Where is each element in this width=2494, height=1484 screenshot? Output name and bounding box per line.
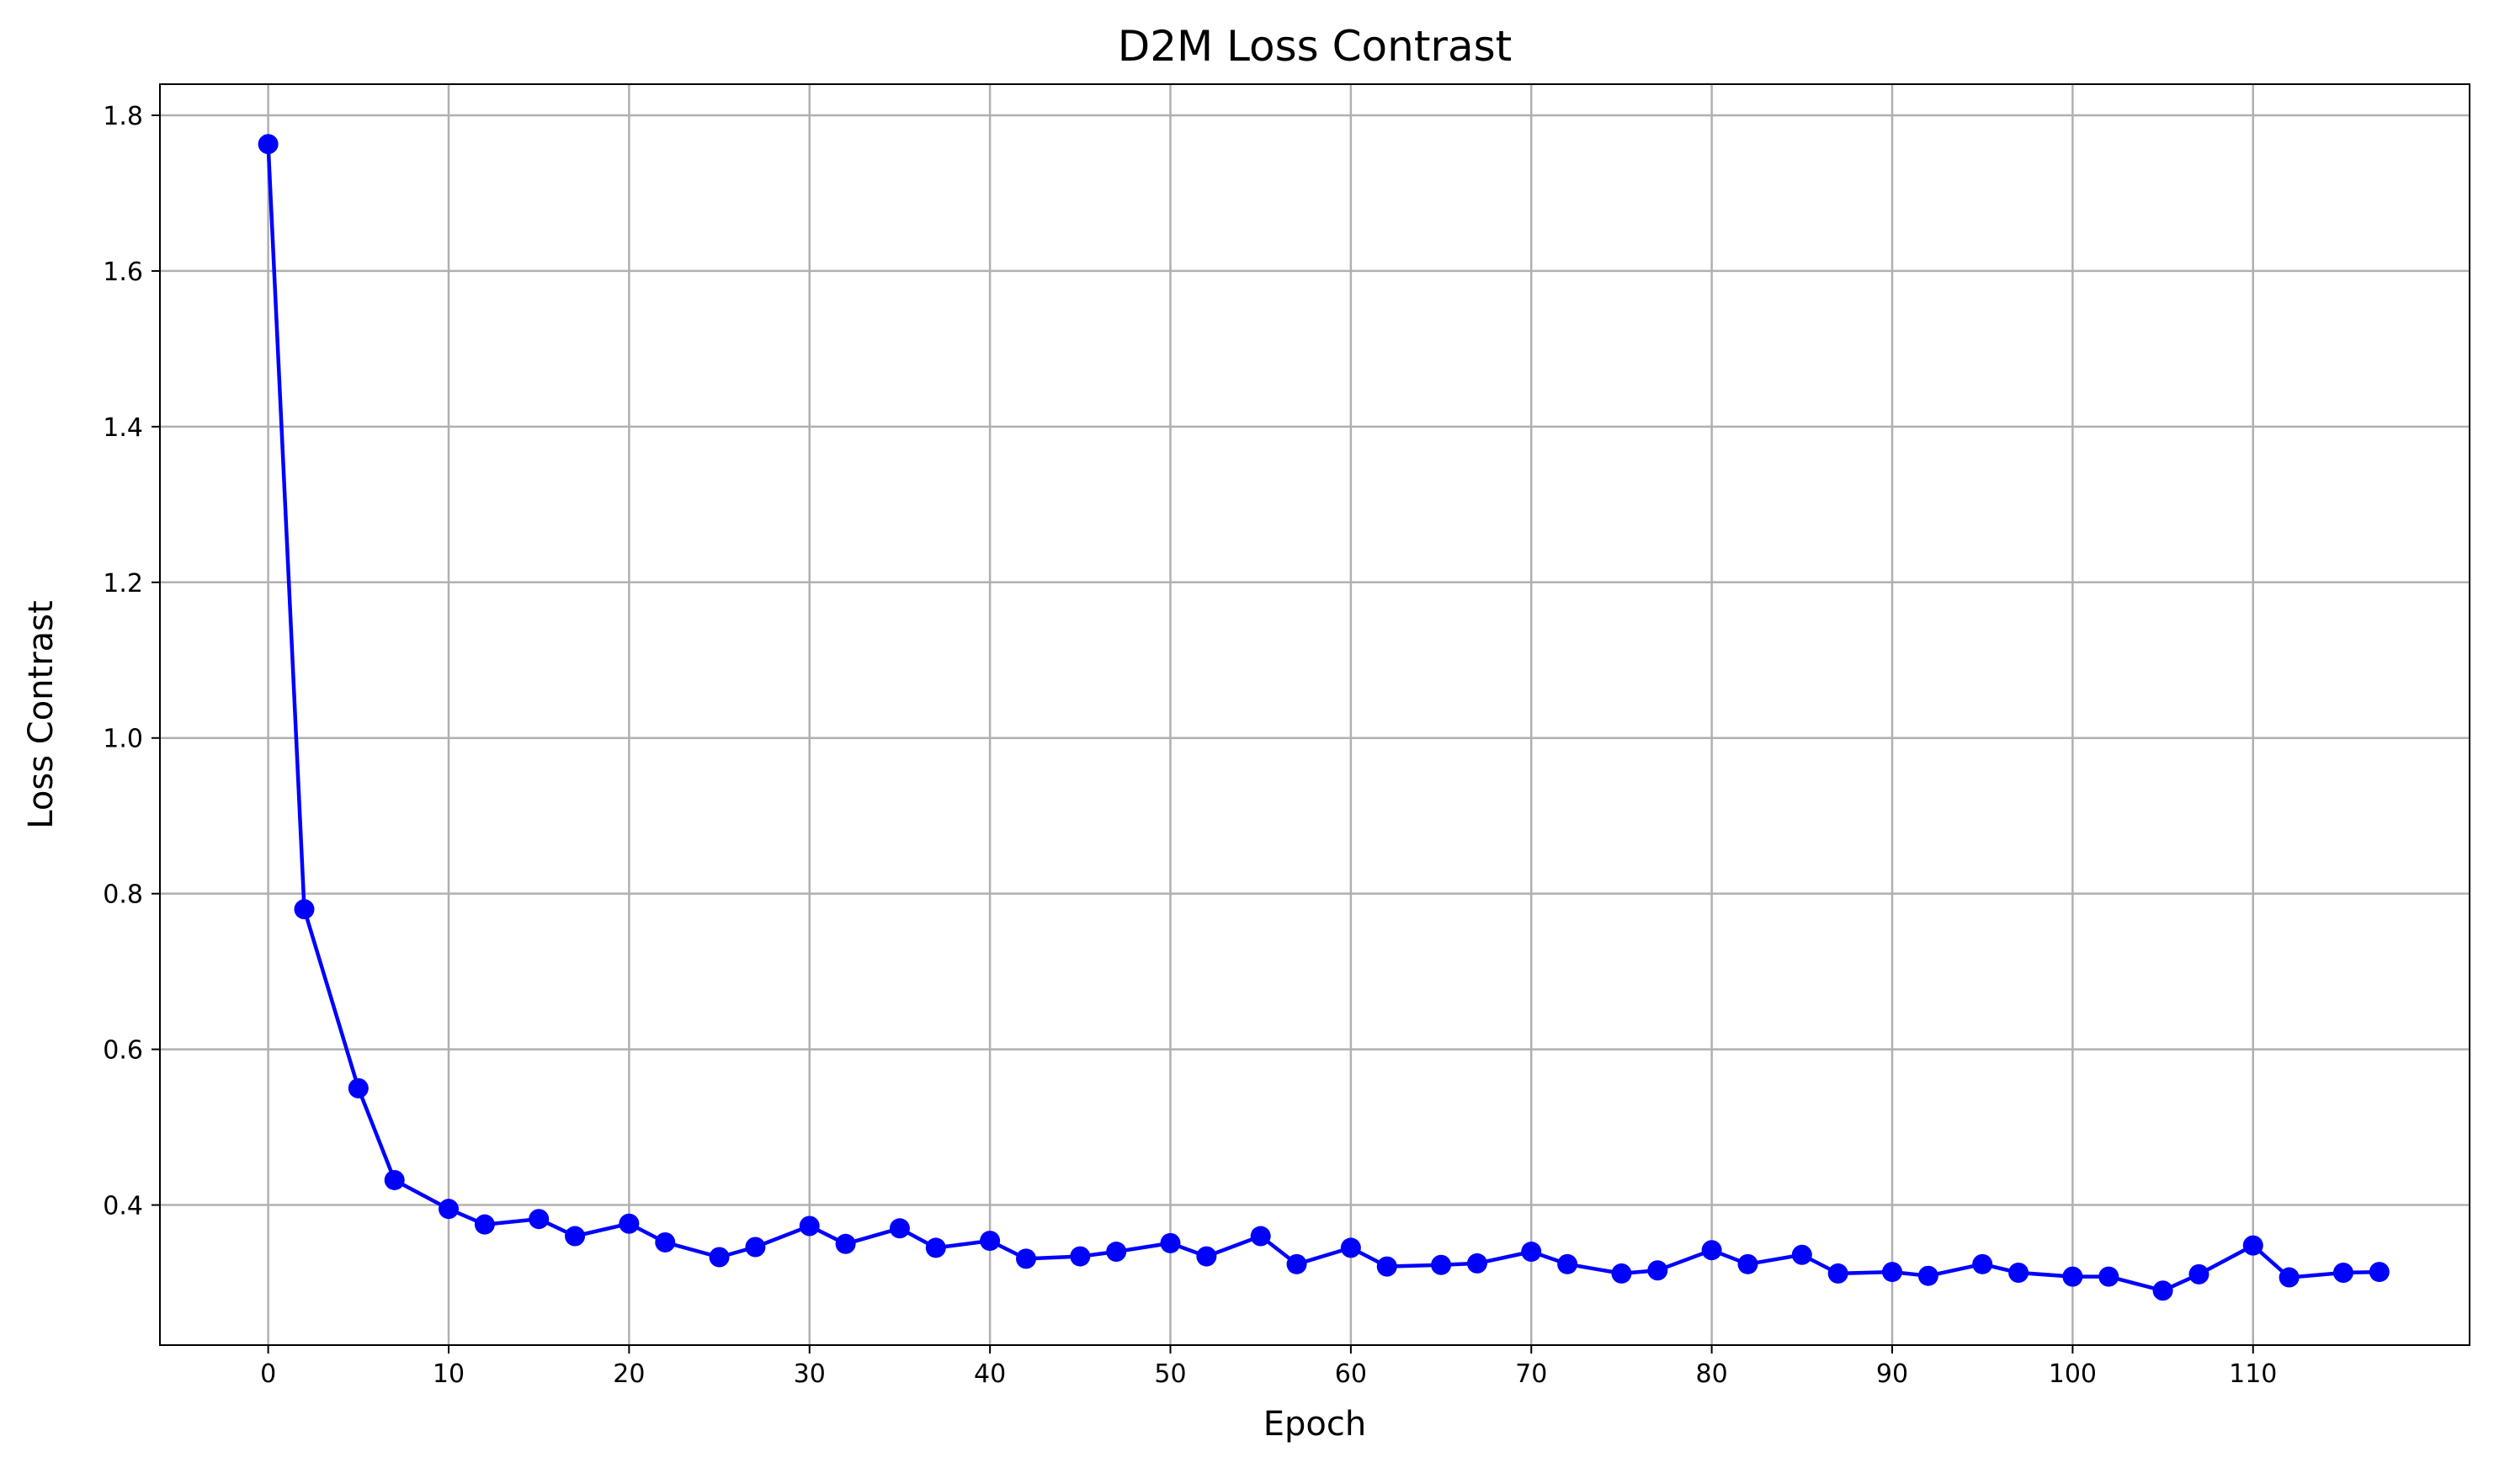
- data-point: [565, 1226, 586, 1247]
- y-tick-label: 0.8: [103, 880, 143, 910]
- data-point: [980, 1231, 1001, 1252]
- data-point: [1376, 1256, 1397, 1277]
- ticks: 0 10 20 30 40 50 60 70 80 90 100 110 0.4 0.6 0.8 1.0 1.2…: [103, 102, 2277, 1389]
- y-axis-label: Loss Contrast: [22, 600, 61, 828]
- x-tick-label: 90: [1876, 1359, 1908, 1389]
- data-point: [1827, 1263, 1848, 1284]
- data-point: [1521, 1242, 1542, 1263]
- data-point: [2369, 1262, 2390, 1283]
- x-tick-label: 0: [260, 1359, 276, 1389]
- data-point: [474, 1214, 495, 1235]
- data-point: [529, 1209, 550, 1230]
- y-tick-label: 1.4: [103, 413, 143, 443]
- data-point: [348, 1077, 369, 1098]
- data-point: [1647, 1260, 1668, 1281]
- data-point: [1611, 1263, 1632, 1284]
- x-tick-label: 50: [1154, 1359, 1186, 1389]
- y-tick-label: 1.0: [103, 725, 143, 754]
- data-point: [2062, 1266, 2083, 1287]
- data-point: [835, 1233, 856, 1254]
- data-point: [439, 1199, 459, 1220]
- data-point: [1701, 1240, 1722, 1261]
- x-tick-label: 100: [2049, 1359, 2097, 1389]
- data-point: [799, 1215, 820, 1237]
- data-point: [2332, 1263, 2353, 1284]
- data-point: [1466, 1253, 1487, 1274]
- data-point: [889, 1218, 910, 1239]
- plot-frame: [159, 83, 2470, 1346]
- data-point: [1917, 1265, 1938, 1286]
- data-point: [1972, 1253, 1993, 1274]
- x-axis-label: Epoch: [1263, 1405, 1366, 1444]
- data-point: [1737, 1253, 1758, 1274]
- data-point: [2279, 1267, 2300, 1288]
- x-tick-label: 70: [1515, 1359, 1547, 1389]
- data-point: [1106, 1242, 1127, 1263]
- data-point: [2242, 1235, 2263, 1256]
- data-point: [1791, 1244, 1812, 1265]
- data-point: [1340, 1237, 1361, 1258]
- data-point: [258, 134, 279, 155]
- data-point: [1882, 1262, 1902, 1283]
- data-point: [1016, 1248, 1036, 1269]
- x-tick-label: 30: [794, 1359, 826, 1389]
- data-point: [1250, 1226, 1271, 1247]
- grid: [160, 84, 2470, 1345]
- data-point: [655, 1231, 676, 1253]
- data-point: [1196, 1246, 1217, 1267]
- series: [258, 134, 2390, 1301]
- data-point: [619, 1213, 640, 1234]
- data-point: [384, 1169, 405, 1190]
- y-tick-label: 0.6: [103, 1036, 143, 1066]
- x-tick-label: 110: [2229, 1359, 2277, 1389]
- data-point: [2152, 1280, 2173, 1301]
- data-point: [294, 899, 315, 920]
- y-tick-label: 0.4: [103, 1192, 143, 1221]
- data-point: [1160, 1232, 1181, 1253]
- x-tick-label: 20: [613, 1359, 645, 1389]
- data-point: [1286, 1253, 1307, 1274]
- x-tick-label: 10: [433, 1359, 465, 1389]
- y-tick-label: 1.8: [103, 102, 143, 131]
- x-tick-label: 40: [974, 1359, 1006, 1389]
- data-point: [1557, 1253, 1578, 1274]
- data-point: [1431, 1254, 1452, 1275]
- chart-title: D2M Loss Contrast: [1118, 22, 1513, 71]
- data-point: [2098, 1266, 2119, 1287]
- data-point: [925, 1237, 946, 1258]
- y-tick-label: 1.6: [103, 258, 143, 287]
- y-tick-label: 1.2: [103, 569, 143, 598]
- data-point: [1070, 1246, 1091, 1267]
- data-point: [2008, 1263, 2029, 1284]
- data-point: [745, 1237, 766, 1258]
- data-point: [709, 1247, 730, 1268]
- data-point: [2188, 1263, 2210, 1285]
- x-tick-label: 80: [1696, 1359, 1728, 1389]
- x-tick-label: 60: [1335, 1359, 1367, 1389]
